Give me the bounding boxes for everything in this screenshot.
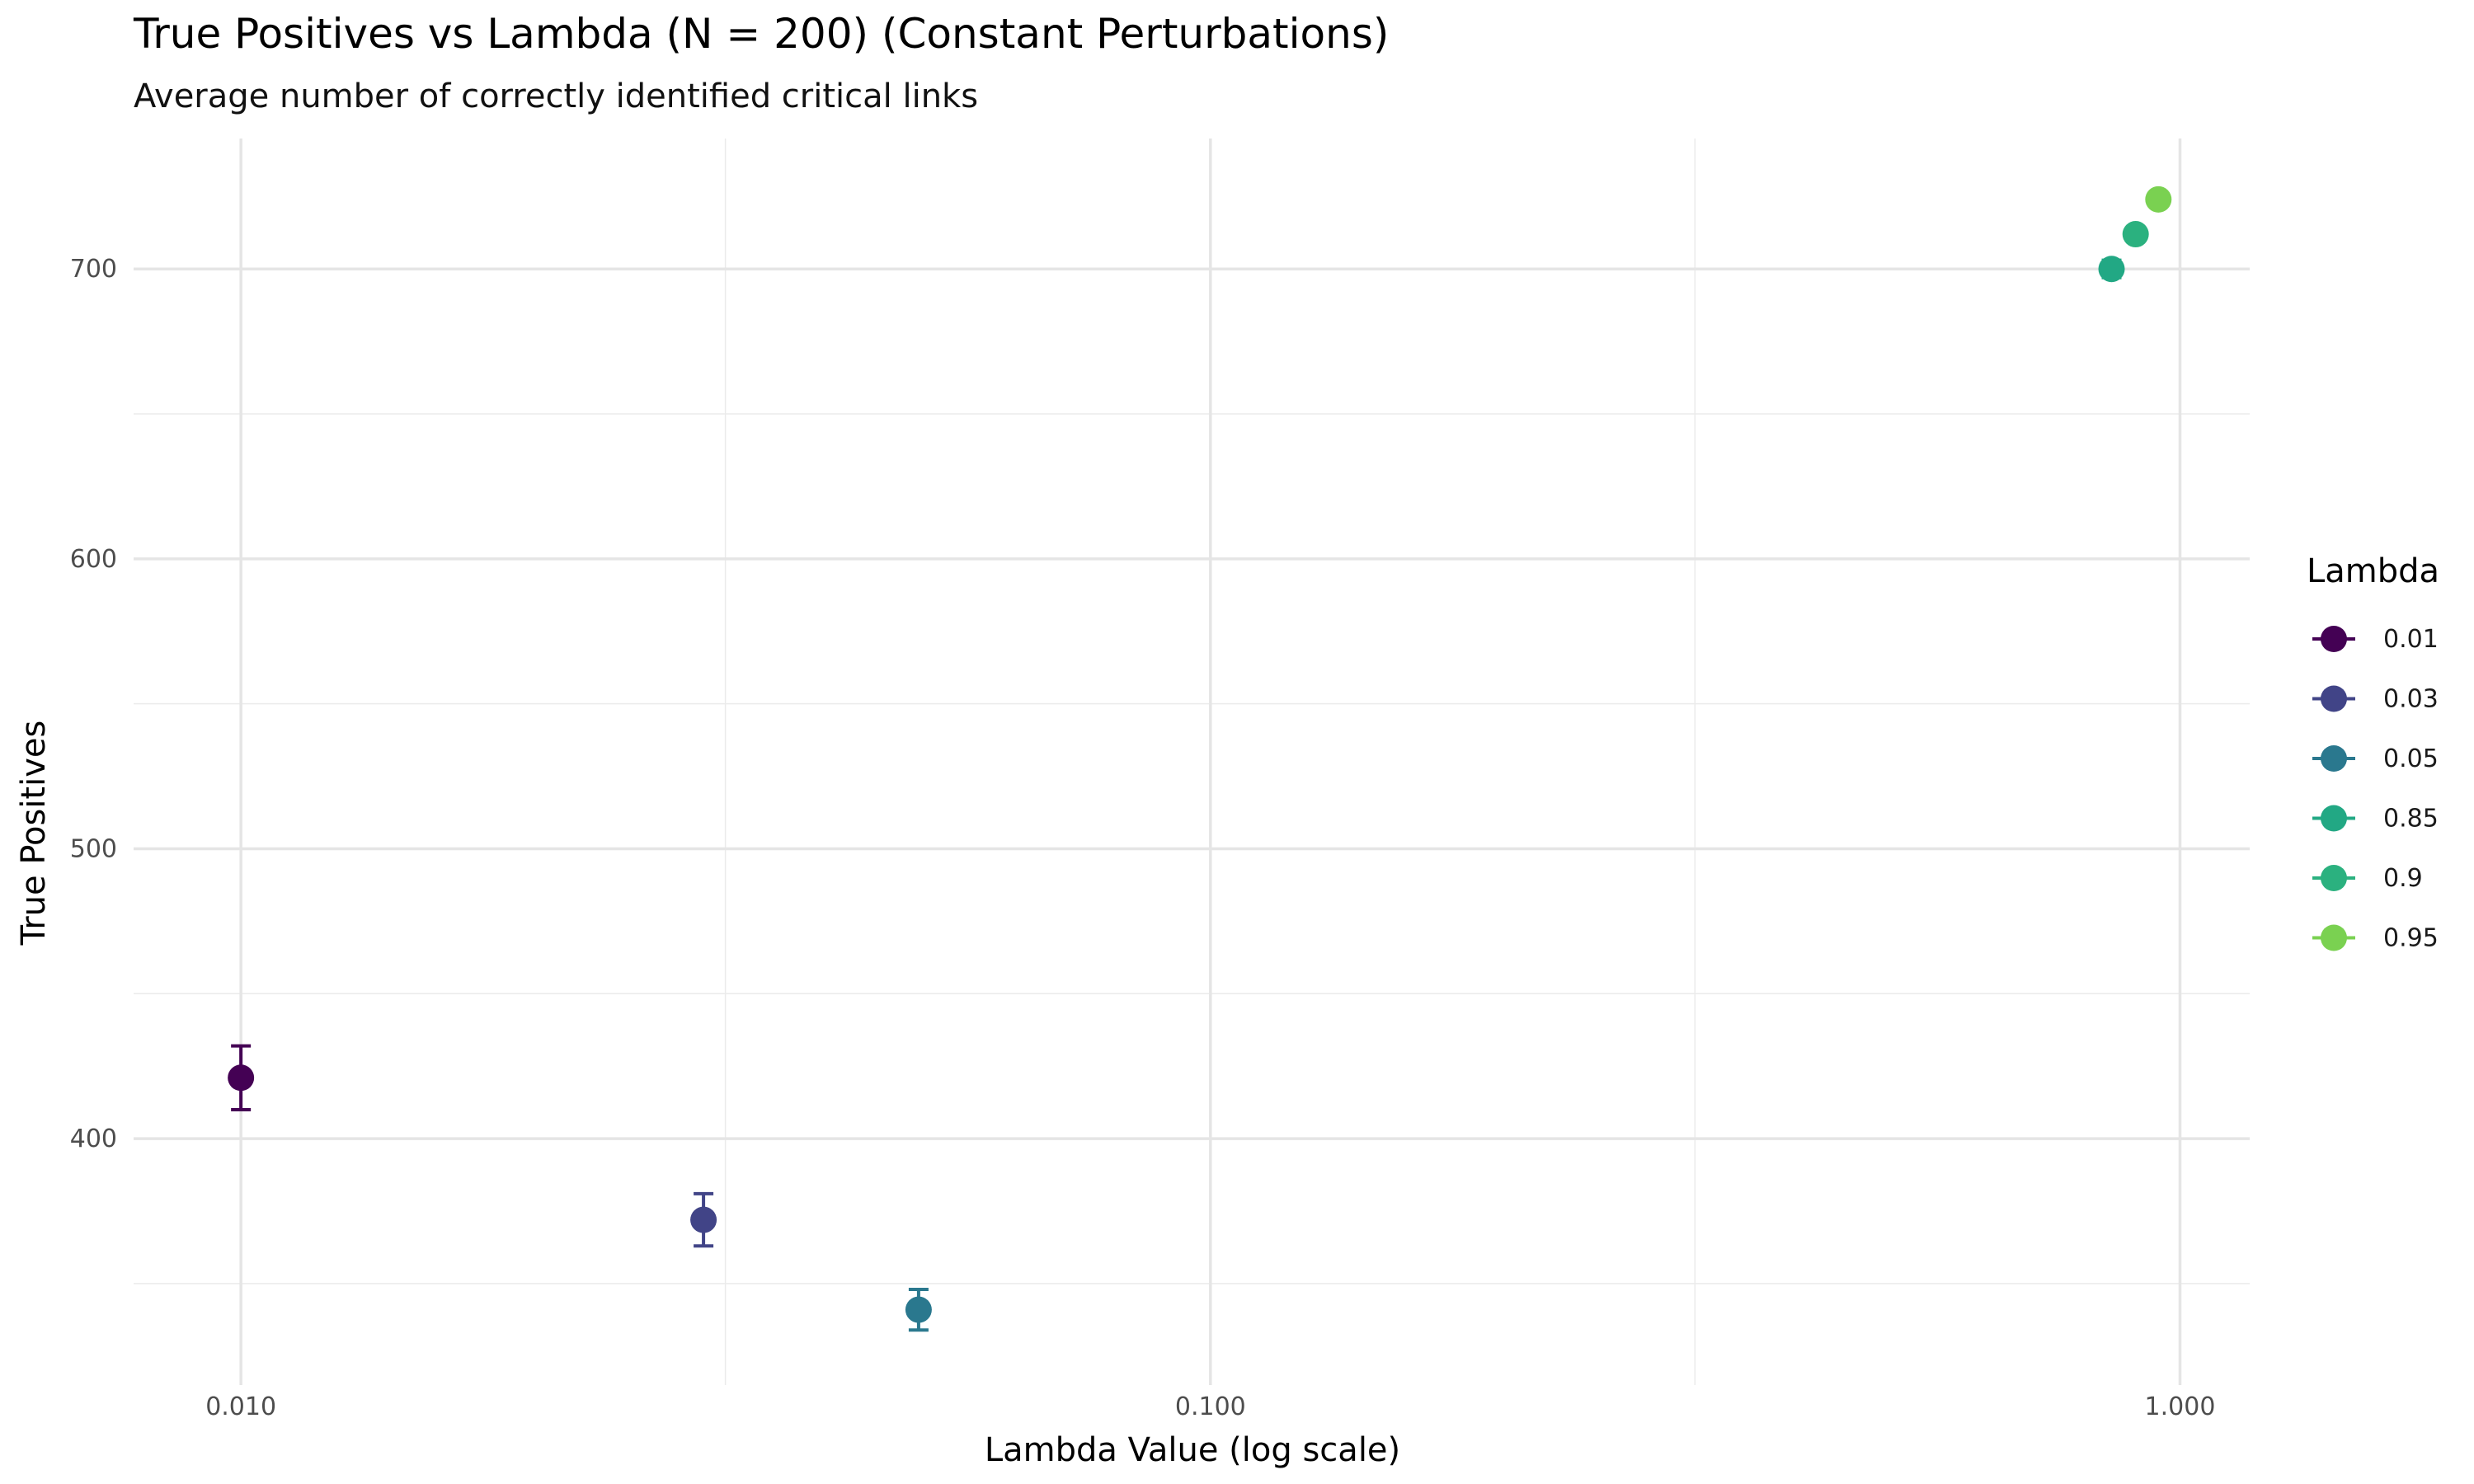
legend-key-point <box>2321 865 2347 891</box>
data-point <box>690 1206 717 1233</box>
data-point <box>228 1064 255 1092</box>
y-tick-label: 400 <box>70 1125 117 1153</box>
x-axis-title: Lambda Value (log scale) <box>985 1431 1400 1469</box>
legend-key-point <box>2321 924 2347 951</box>
x-tick-label: 0.010 <box>205 1392 276 1421</box>
data-point <box>2145 186 2172 213</box>
legend-item: 0.9 <box>2312 864 2423 893</box>
legend-label: 0.95 <box>2383 924 2439 953</box>
legend-item: 0.05 <box>2312 744 2439 773</box>
y-axis-title: True Positives <box>15 721 53 946</box>
legend-key-point <box>2321 745 2347 772</box>
chart-subtitle: Average number of correctly identified c… <box>134 77 978 115</box>
legend-item: 0.85 <box>2312 805 2439 834</box>
legend-label: 0.9 <box>2383 864 2423 893</box>
data-point-group <box>2098 256 2125 283</box>
chart-title: True Positives vs Lambda (N = 200) (Cons… <box>133 10 1389 58</box>
legend-title: Lambda <box>2307 552 2439 590</box>
data-point-group <box>690 1191 717 1248</box>
data-points <box>228 186 2172 1332</box>
y-axis-tick-labels: 400 500 600 700 <box>70 255 117 1153</box>
legend-key-point <box>2321 685 2347 712</box>
y-tick-label: 600 <box>70 545 117 574</box>
legend-label: 0.85 <box>2383 805 2439 834</box>
legend-label: 0.03 <box>2383 685 2439 714</box>
data-point-group <box>2122 221 2149 248</box>
x-tick-label: 0.100 <box>1175 1392 1246 1421</box>
data-point-group <box>228 1044 255 1111</box>
legend-key-point <box>2321 626 2347 652</box>
y-tick-label: 500 <box>70 834 117 863</box>
legend-item: 0.01 <box>2312 625 2439 654</box>
data-point-group <box>2145 186 2172 213</box>
grid <box>134 139 2250 1385</box>
data-point <box>2122 221 2149 248</box>
legend-label: 0.05 <box>2383 744 2439 773</box>
data-point-group <box>905 1287 932 1332</box>
legend-label: 0.01 <box>2383 625 2439 654</box>
data-point <box>2098 256 2125 283</box>
x-axis-tick-labels: 0.010 0.100 1.000 <box>205 1392 2215 1421</box>
data-point <box>905 1296 932 1323</box>
y-tick-label: 700 <box>70 255 117 284</box>
legend-item: 0.03 <box>2312 685 2439 714</box>
x-tick-label: 1.000 <box>2145 1392 2216 1421</box>
legend-item: 0.95 <box>2312 924 2439 953</box>
legend: Lambda 0.01 0.03 0.05 0.85 0.9 0.95 <box>2307 552 2439 953</box>
legend-key-point <box>2321 805 2347 832</box>
